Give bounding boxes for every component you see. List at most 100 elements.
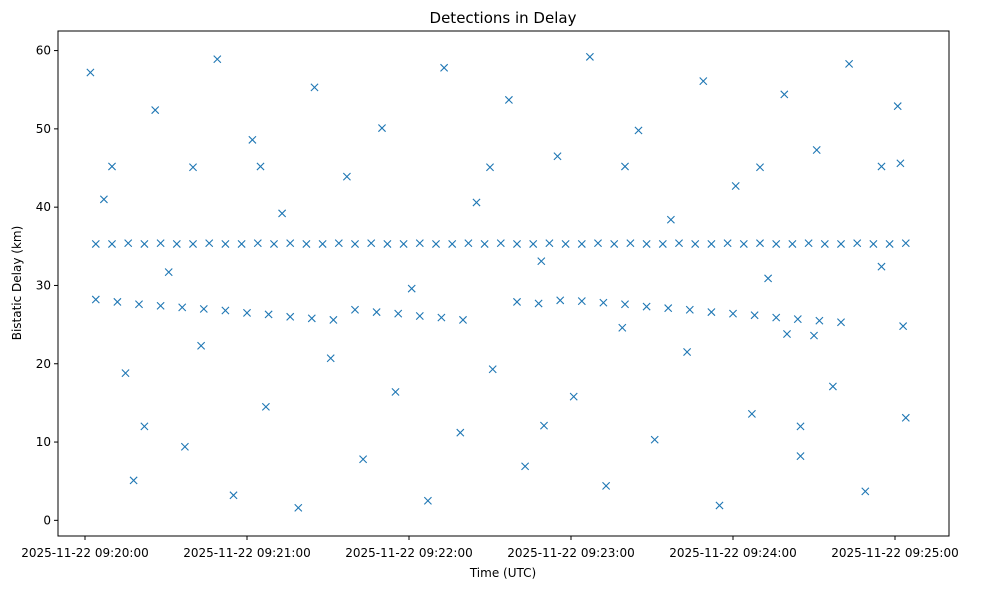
data-point xyxy=(270,239,278,248)
y-tick-label: 60 xyxy=(36,44,51,58)
data-point xyxy=(556,296,565,305)
chart-title: Detections in Delay xyxy=(430,9,577,27)
data-point xyxy=(432,239,440,248)
data-point xyxy=(585,52,594,61)
data-point xyxy=(256,162,265,171)
y-tick-label: 10 xyxy=(36,435,51,449)
data-point xyxy=(91,295,100,304)
data-point xyxy=(156,301,165,310)
data-point xyxy=(456,428,465,437)
data-point xyxy=(253,239,262,248)
data-point xyxy=(577,297,586,306)
data-point xyxy=(772,313,781,322)
data-point xyxy=(796,422,805,431)
data-point xyxy=(780,90,789,99)
data-point xyxy=(86,68,95,77)
data-point xyxy=(626,239,635,248)
data-point xyxy=(731,182,740,191)
y-tick-label: 0 xyxy=(43,513,51,527)
data-point xyxy=(480,239,489,248)
data-point xyxy=(464,239,473,248)
data-point xyxy=(828,382,837,391)
y-tick-label: 40 xyxy=(36,200,51,214)
data-point xyxy=(621,300,629,309)
data-point xyxy=(810,331,818,340)
data-point xyxy=(664,304,673,313)
x-tick-label: 2025-11-22 09:23:00 xyxy=(507,546,634,560)
data-point xyxy=(772,239,781,248)
data-point xyxy=(221,306,230,315)
data-point xyxy=(394,309,403,318)
data-point xyxy=(472,198,481,207)
data-point xyxy=(121,369,130,378)
data-point xyxy=(164,268,173,277)
data-point xyxy=(310,83,319,92)
x-tick-label: 2025-11-22 09:25:00 xyxy=(831,546,958,560)
data-point xyxy=(415,312,424,320)
data-point xyxy=(334,239,343,248)
data-point xyxy=(896,159,905,168)
data-point xyxy=(197,341,206,350)
data-point xyxy=(642,239,651,248)
data-point xyxy=(699,77,708,86)
data-point xyxy=(594,239,602,248)
data-point xyxy=(383,239,392,248)
data-point xyxy=(486,163,494,172)
data-point xyxy=(342,172,351,181)
data-point xyxy=(504,95,513,104)
data-point xyxy=(286,312,295,321)
data-point xyxy=(172,239,181,248)
data-point xyxy=(540,421,548,430)
data-point xyxy=(329,315,338,324)
data-point xyxy=(91,239,100,248)
data-point xyxy=(877,262,886,271)
data-point xyxy=(837,239,845,248)
data-point xyxy=(99,195,108,204)
data-point xyxy=(359,455,368,464)
data-point xyxy=(440,63,449,72)
data-point xyxy=(378,124,386,133)
x-tick-label: 2025-11-22 09:20:00 xyxy=(21,546,148,560)
data-point xyxy=(537,257,546,266)
data-point xyxy=(237,239,246,248)
data-point xyxy=(610,239,619,248)
data-point xyxy=(739,239,748,248)
data-point xyxy=(756,239,764,248)
data-point xyxy=(351,239,359,248)
data-point xyxy=(634,126,643,135)
data-point xyxy=(318,239,327,248)
data-point xyxy=(577,239,586,248)
data-point xyxy=(326,354,335,363)
data-point xyxy=(189,163,197,172)
data-point xyxy=(108,239,116,248)
data-point xyxy=(534,299,543,308)
markers-layer xyxy=(86,52,910,512)
data-point xyxy=(658,239,667,248)
data-point xyxy=(845,59,854,68)
x-tick-label: 2025-11-22 09:21:00 xyxy=(183,546,310,560)
data-point xyxy=(642,302,651,311)
data-point xyxy=(793,315,802,324)
data-point xyxy=(264,310,273,319)
data-point xyxy=(415,239,424,248)
data-point xyxy=(351,305,359,314)
data-point xyxy=(513,297,521,306)
data-point xyxy=(286,239,295,248)
data-point xyxy=(367,239,376,248)
data-point xyxy=(135,300,143,309)
data-point xyxy=(812,146,821,154)
data-point xyxy=(189,239,197,248)
x-tick-label: 2025-11-22 09:24:00 xyxy=(669,546,796,560)
data-point xyxy=(178,303,187,312)
data-point xyxy=(278,209,287,218)
data-point xyxy=(621,162,629,171)
data-point xyxy=(372,308,381,317)
data-point xyxy=(180,442,189,451)
data-point xyxy=(899,322,908,331)
data-point xyxy=(545,239,554,248)
y-tick-label: 30 xyxy=(36,278,51,292)
data-point xyxy=(561,239,570,248)
data-point xyxy=(496,239,505,248)
data-point xyxy=(243,308,251,317)
